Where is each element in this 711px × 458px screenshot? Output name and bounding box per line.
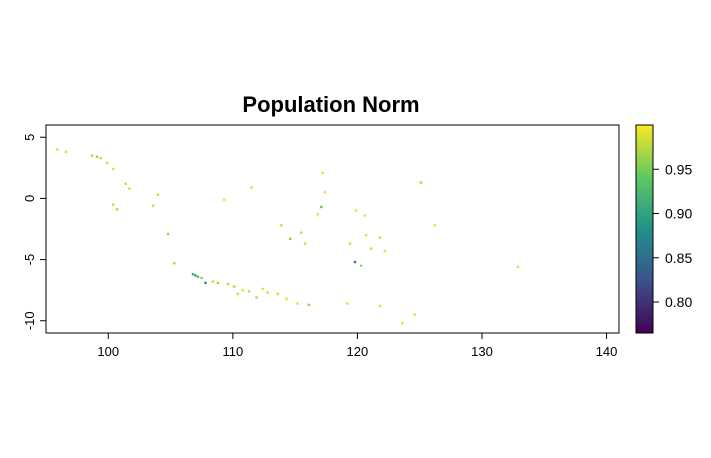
x-tick-label: 100 — [97, 344, 119, 359]
raster-cell — [99, 156, 103, 160]
raster-cell — [323, 191, 327, 194]
raster-cell — [401, 322, 404, 325]
raster-cell — [255, 296, 258, 299]
raster-cell — [285, 297, 288, 300]
raster-cell — [112, 167, 115, 171]
raster-cell — [232, 285, 236, 288]
raster-cell — [346, 302, 349, 305]
raster-cell — [363, 214, 367, 217]
x-tick-label: 110 — [222, 344, 243, 359]
raster-cell — [236, 292, 240, 296]
raster-cell — [276, 292, 279, 296]
raster-cell — [353, 260, 357, 264]
raster-cell — [378, 304, 382, 308]
raster-cell — [241, 288, 245, 292]
raster-cell — [321, 171, 324, 174]
y-tick-label: 0 — [22, 195, 37, 202]
raster-cell — [90, 154, 94, 157]
raster-cell — [247, 290, 251, 293]
raster-cell — [56, 148, 59, 151]
raster-cell — [288, 237, 292, 240]
raster-cell — [196, 275, 200, 278]
raster-cell — [216, 281, 220, 285]
raster-cell — [250, 186, 253, 189]
raster-cell — [307, 303, 311, 307]
raster-cell — [266, 291, 269, 294]
raster-cell — [261, 287, 264, 291]
raster-cell — [64, 150, 68, 154]
raster-cell — [419, 181, 423, 184]
raster-cell — [222, 198, 226, 201]
raster-cell — [211, 280, 215, 283]
raster-cell — [115, 208, 119, 211]
raster-cell — [124, 182, 127, 185]
raster-cell — [128, 187, 131, 190]
x-tick-label: 130 — [471, 344, 493, 359]
raster-cell — [112, 203, 115, 206]
raster-cell — [433, 224, 436, 227]
raster-cell — [320, 205, 323, 209]
colorbar-tick-label: 0.85 — [665, 250, 692, 266]
raster-cell — [369, 247, 373, 250]
raster-cell — [166, 232, 170, 236]
y-tick-label: -5 — [22, 254, 37, 266]
raster-cell — [280, 224, 283, 227]
raster-points-layer — [56, 148, 520, 325]
colorbar-tick-label: 0.95 — [665, 161, 692, 177]
raster-cell — [105, 161, 109, 165]
colorbar-tick-label: 0.80 — [665, 294, 692, 310]
raster-cell — [300, 231, 303, 234]
raster-cell — [359, 264, 363, 267]
raster-cell — [316, 213, 319, 216]
raster-cell — [378, 236, 382, 239]
raster-cell — [364, 233, 368, 237]
y-axis: 5 0 -5 -10 — [22, 134, 46, 330]
y-tick-label: -10 — [22, 311, 37, 330]
x-tick-label: 140 — [596, 344, 618, 359]
colorbar-gradient — [635, 124, 654, 334]
raster-cell — [191, 273, 195, 276]
raster-cell — [200, 276, 203, 280]
raster-cell — [194, 274, 197, 277]
raster-cell — [226, 282, 230, 286]
chart-title: Population Norm — [242, 92, 419, 117]
colorbar-tick-label: 0.90 — [665, 206, 692, 222]
raster-cell — [173, 262, 176, 265]
raster-cell — [95, 155, 99, 159]
raster-cell — [296, 302, 299, 305]
raster-cell — [516, 265, 520, 269]
y-tick-label: 5 — [22, 134, 37, 141]
raster-cell — [354, 209, 358, 212]
x-axis: 100 110 120 130 140 — [97, 333, 617, 359]
raster-cell — [204, 281, 207, 285]
raster-cell — [303, 242, 307, 245]
raster-cell — [383, 249, 387, 253]
colorbar-legend: 0.80 0.85 0.90 0.95 — [635, 124, 692, 334]
colorbar-ticks: 0.80 0.85 0.90 0.95 — [653, 161, 692, 310]
plot-frame — [45, 124, 620, 334]
raster-cell — [348, 242, 352, 245]
raster-cell — [413, 313, 416, 316]
raster-cell — [151, 204, 155, 207]
raster-cell — [156, 193, 160, 196]
x-tick-label: 120 — [347, 344, 369, 359]
